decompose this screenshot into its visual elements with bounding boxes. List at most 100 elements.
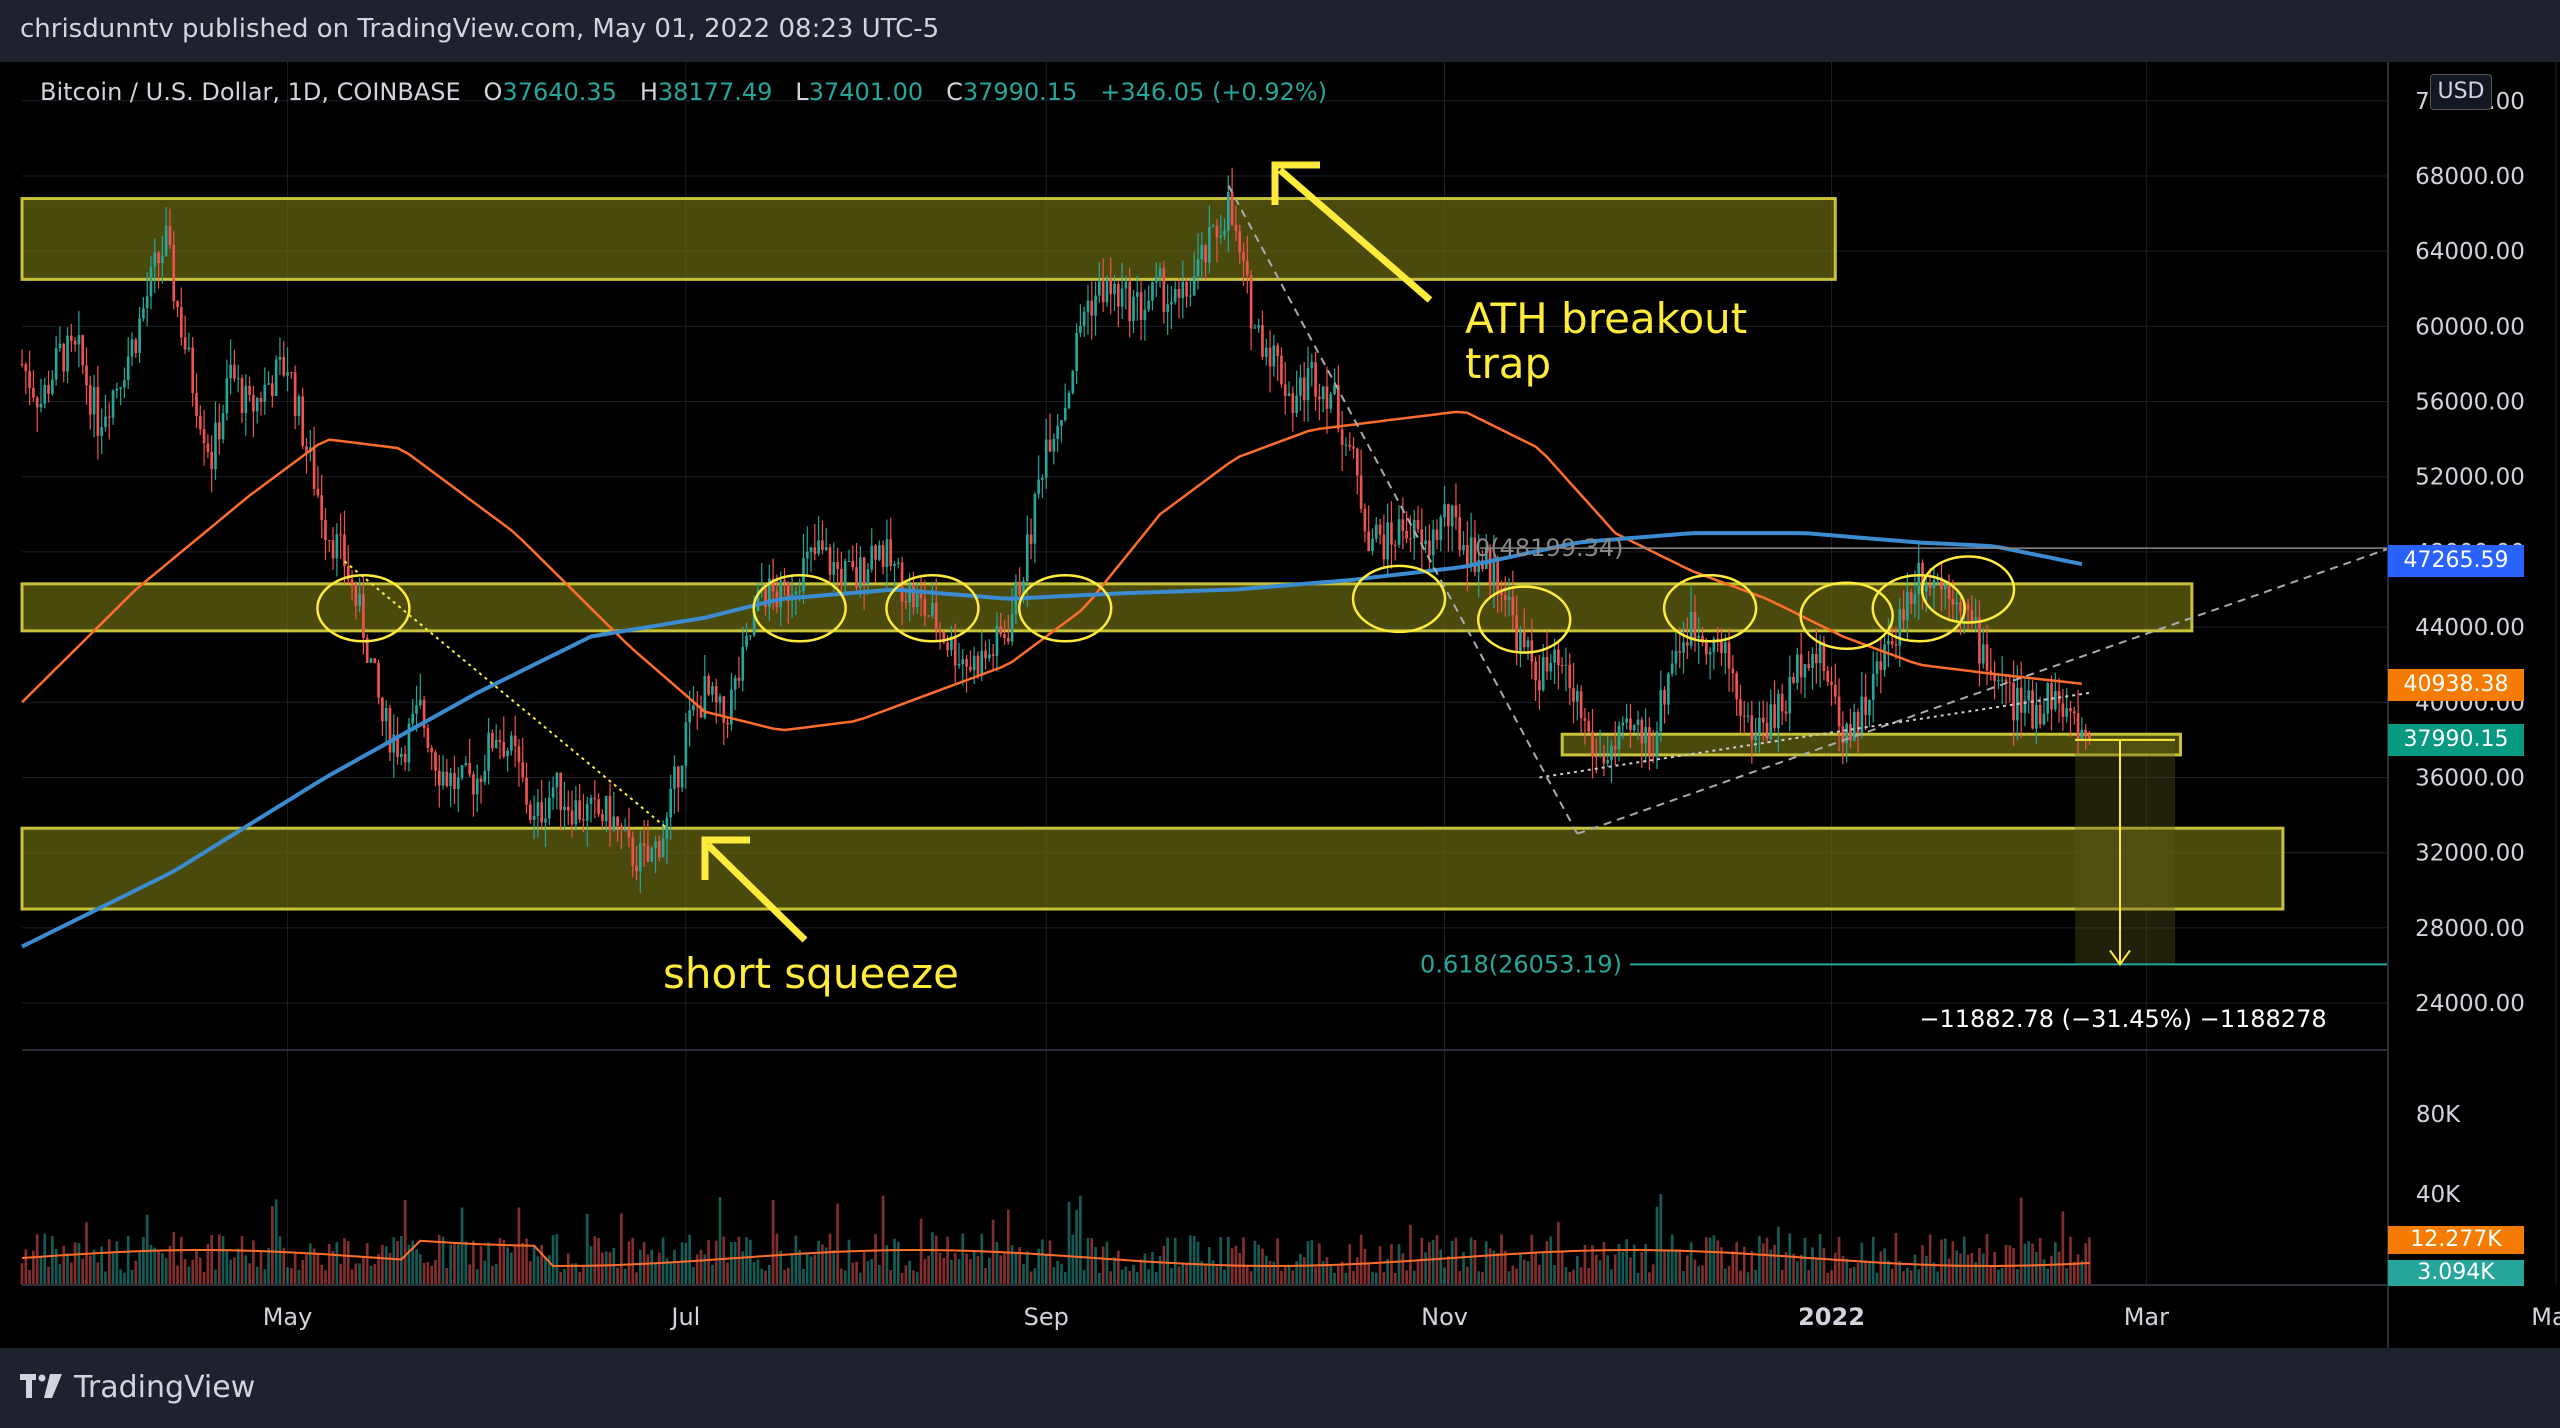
volume-bar (521, 1242, 525, 1285)
volume-bar (73, 1242, 77, 1285)
volume-bar (1651, 1264, 1655, 1285)
volume-bar (604, 1251, 608, 1285)
highlight-ellipse (1920, 555, 2016, 624)
volume-bar (1507, 1271, 1511, 1285)
volume-bar (96, 1262, 100, 1285)
volume-bar (756, 1259, 760, 1285)
candle-body (263, 384, 267, 402)
candle-body (521, 762, 525, 778)
volume-bar (1143, 1253, 1147, 1285)
ma-orange-line (21, 410, 2083, 732)
ma-blue-line (21, 531, 2083, 949)
volume-bar (657, 1252, 661, 1285)
volume-bar (1670, 1234, 1674, 1285)
volume-bar (1610, 1269, 1613, 1285)
candle-body (513, 735, 517, 747)
candle-body (358, 594, 361, 606)
volume-bar (1340, 1261, 1344, 1285)
candle-body (28, 371, 31, 388)
volume-bar (1071, 1234, 1075, 1285)
candle-body (1071, 371, 1075, 393)
candle-body (369, 658, 373, 663)
candle-body (1591, 731, 1594, 757)
volume-bar (665, 1258, 669, 1285)
candle-body (566, 806, 570, 811)
candle-body (616, 816, 619, 826)
candle-body (779, 580, 783, 608)
volume-bar (1044, 1254, 1048, 1285)
volume-bar (1363, 1248, 1367, 1285)
candle-body (859, 557, 862, 588)
candle-body (343, 534, 346, 567)
volume-bar (1067, 1201, 1071, 1285)
volume-bar (422, 1262, 426, 1285)
candle-body (1382, 534, 1386, 560)
candle-body (1386, 522, 1389, 560)
candle-body (551, 787, 555, 798)
volume-bar (1940, 1239, 1943, 1285)
volume-tag: 3.094K (2388, 1260, 2524, 1286)
candle-body (1769, 704, 1773, 739)
volume-bar (1636, 1272, 1640, 1285)
volume-bar (1052, 1267, 1056, 1285)
candle-body (229, 364, 232, 379)
volume-bar (1966, 1254, 1970, 1285)
candle-body (472, 774, 475, 795)
ma-orange-price-tag: 40938.38 (2388, 669, 2524, 701)
volume-bar (1856, 1262, 1860, 1285)
volume-bar (866, 1261, 870, 1285)
currency-button[interactable]: USD (2430, 74, 2492, 110)
volume-bar (1079, 1195, 1082, 1285)
volume-bar (881, 1195, 885, 1285)
candle-body (1617, 725, 1621, 750)
candle-body (107, 416, 111, 418)
volume-bar (126, 1235, 130, 1285)
volume-bar (851, 1262, 855, 1285)
volume-tick-label: 80K (2416, 1102, 2461, 1128)
volume-bar (1716, 1240, 1720, 1285)
candle-body (145, 296, 149, 309)
volume-bar (20, 1263, 24, 1285)
volume-bar (1063, 1271, 1067, 1285)
candle-body (32, 387, 35, 398)
volume-bar (1909, 1270, 1913, 1285)
volume-bar (1704, 1237, 1708, 1285)
volume-bar (828, 1233, 832, 1285)
candle-body (934, 602, 938, 631)
candle-body (767, 578, 771, 608)
volume-bar (726, 1262, 729, 1285)
volume-bar (324, 1270, 327, 1285)
candle-body (214, 422, 217, 470)
footer-brand[interactable]: TradingView (20, 1368, 255, 1406)
candle-body (991, 654, 995, 657)
candle-body (1613, 745, 1617, 750)
ath-annotation-line2: trap (1465, 339, 1551, 388)
candlesticks (20, 167, 2091, 893)
price-chart[interactable]: 72000.0068000.0064000.0060000.0056000.00… (0, 62, 2560, 1348)
volume-bar (597, 1238, 600, 1285)
measure-arrowhead (2109, 949, 2131, 967)
volume-bar (217, 1234, 221, 1285)
candle-body (1401, 519, 1405, 531)
volume-bar (1591, 1245, 1594, 1285)
candle-body (506, 750, 509, 757)
candle-body (1147, 300, 1150, 310)
candle-body (1025, 534, 1029, 582)
volume-bar (1579, 1267, 1583, 1285)
volume-bar (923, 1259, 927, 1285)
volume-bar (870, 1259, 874, 1285)
volume-bar (1932, 1262, 1936, 1285)
volume-bar (123, 1272, 126, 1285)
volume-bar (1029, 1271, 1033, 1285)
volume-bar (1147, 1269, 1150, 1285)
volume-bar (487, 1242, 490, 1285)
candle-body (1837, 696, 1841, 727)
candle-body (1272, 345, 1276, 367)
candle-body (1708, 651, 1712, 655)
volume-bar (1037, 1248, 1040, 1285)
volume-bar (616, 1267, 619, 1285)
candle-body (1997, 680, 2000, 682)
volume-bar (1462, 1252, 1465, 1285)
symbol-label[interactable]: Bitcoin / U.S. Dollar, 1D, COINBASE (40, 78, 461, 106)
volume-bar (627, 1241, 631, 1285)
